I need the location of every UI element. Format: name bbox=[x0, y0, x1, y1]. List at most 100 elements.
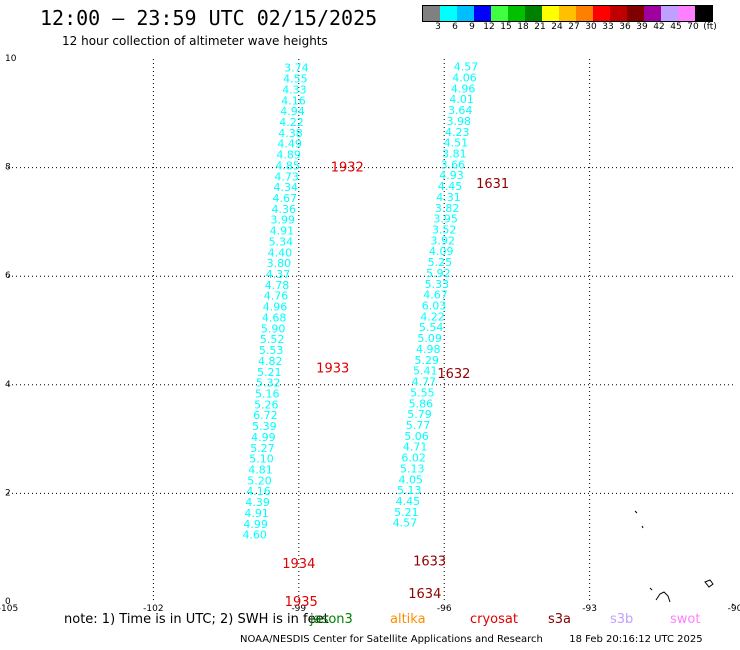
colorbar-swatch bbox=[542, 6, 559, 21]
colorbar-label: 15 bbox=[500, 22, 512, 32]
wave-height-value: 4.16 bbox=[246, 485, 271, 498]
x-tick-label: -99 bbox=[291, 604, 306, 614]
colorbar-label: 3 bbox=[435, 22, 441, 32]
wave-height-value: 5.16 bbox=[255, 387, 280, 400]
y-tick-label: 6 bbox=[5, 271, 11, 281]
wave-height-value: 5.10 bbox=[249, 453, 274, 466]
wave-height-value: 5.21 bbox=[394, 506, 419, 519]
wave-height-value: 5.27 bbox=[250, 442, 275, 455]
colorbar-swatch bbox=[491, 6, 508, 21]
wave-height-value: 4.55 bbox=[283, 73, 308, 86]
wave-height-value: 5.39 bbox=[252, 420, 277, 433]
x-tick-label: -93 bbox=[582, 604, 597, 614]
colorbar-label: 70 bbox=[687, 22, 699, 32]
wave-height-value: 5.54 bbox=[419, 321, 444, 334]
wave-height-value: 4.45 bbox=[396, 495, 421, 508]
satellite-tracks: 3.744.554.334.164.944.224.384.494.894.85… bbox=[242, 61, 478, 542]
pass-time-label: 1933 bbox=[316, 362, 349, 377]
wave-height-value: 5.26 bbox=[254, 398, 279, 411]
chart-subtitle: 12 hour collection of altimeter wave hei… bbox=[62, 34, 328, 48]
wave-height-value: 5.77 bbox=[406, 419, 431, 432]
wave-height-value: 4.38 bbox=[278, 127, 303, 140]
wave-height-value: 4.06 bbox=[452, 71, 477, 84]
wave-height-value: 4.78 bbox=[265, 279, 290, 292]
colorbar-label: 27 bbox=[568, 22, 580, 32]
wave-height-value: 4.71 bbox=[403, 441, 428, 454]
y-tick-label: 2 bbox=[5, 488, 11, 498]
wave-height-value: 4.49 bbox=[277, 138, 302, 151]
wave-height-value: 4.23 bbox=[445, 126, 470, 139]
wave-height-value: 5.13 bbox=[400, 462, 425, 475]
colorbar-label: (ft) bbox=[703, 22, 717, 32]
wave-height-value: 5.41 bbox=[413, 365, 438, 378]
colorbar-swatch bbox=[627, 6, 644, 21]
y-tick-label: 0 bbox=[5, 597, 11, 607]
colorbar-swatch bbox=[644, 6, 661, 21]
wave-height-value: 4.36 bbox=[272, 203, 297, 216]
wave-height-value: 3.66 bbox=[441, 158, 466, 171]
colorbar-swatch bbox=[423, 6, 440, 21]
wave-height-value: 4.01 bbox=[449, 93, 474, 106]
wave-height-value: 4.31 bbox=[436, 191, 461, 204]
wave-height-value: 4.51 bbox=[444, 137, 469, 150]
wave-height-value: 6.02 bbox=[401, 452, 426, 465]
x-tick-label: -96 bbox=[437, 604, 452, 614]
colorbar-swatch bbox=[695, 6, 712, 21]
wave-height-value: 4.99 bbox=[243, 518, 268, 531]
colorbar-label: 12 bbox=[483, 22, 495, 32]
y-tick-label: 4 bbox=[5, 380, 11, 390]
colorbar-label: 24 bbox=[551, 22, 563, 32]
wave-height-value: 4.16 bbox=[281, 94, 306, 107]
wave-height-value: 5.29 bbox=[415, 354, 440, 367]
wave-height-value: 4.81 bbox=[248, 464, 273, 477]
wave-height-value: 4.82 bbox=[258, 355, 283, 368]
credit-text: NOAA/NESDIS Center for Satellite Applica… bbox=[240, 634, 543, 645]
pass-time-label: 1631 bbox=[476, 177, 509, 192]
footer-credit: NOAA/NESDIS Center for Satellite Applica… bbox=[240, 634, 703, 645]
wave-height-value: 3.74 bbox=[284, 62, 309, 75]
wave-height-value: 5.53 bbox=[259, 344, 284, 357]
colorbar-label: 9 bbox=[469, 22, 475, 32]
pass-time-label: 1932 bbox=[331, 161, 364, 176]
wave-height-value: 4.99 bbox=[251, 431, 276, 444]
wave-height-value: 4.98 bbox=[416, 343, 441, 356]
wave-height-value: 4.73 bbox=[274, 170, 299, 183]
wave-height-value: 5.90 bbox=[261, 322, 286, 335]
wave-height-value: 4.09 bbox=[429, 245, 454, 258]
legend-item-s3a: s3a bbox=[548, 612, 572, 627]
colorbar-labels: 3 6 9 12 15 18 21 24 27 30 33 36 39 42 45 70 (ft) bbox=[422, 22, 740, 34]
x-tick-label: -90 bbox=[728, 604, 740, 614]
colorbar-swatch bbox=[525, 6, 542, 21]
colorbar-label: 30 bbox=[585, 22, 597, 32]
chart-title: 12:00 – 23:59 UTC 02/15/2025 bbox=[40, 6, 378, 30]
wave-height-value: 3.95 bbox=[433, 213, 458, 226]
wave-height-value: 5.21 bbox=[257, 366, 282, 379]
colorbar-label: 21 bbox=[534, 22, 546, 32]
wave-height-value: 5.55 bbox=[410, 386, 435, 399]
wave-height-value: 4.22 bbox=[279, 116, 304, 129]
wave-height-value: 5.32 bbox=[256, 377, 281, 390]
colorbar-label: 39 bbox=[636, 22, 648, 32]
wave-height-value: 4.05 bbox=[399, 473, 424, 486]
y-tick-label: 8 bbox=[5, 163, 11, 173]
wave-height-value: 4.96 bbox=[451, 82, 476, 95]
wave-height-value: 4.60 bbox=[242, 529, 267, 542]
colorbar-swatch bbox=[559, 6, 576, 21]
wave-height-value: 4.89 bbox=[276, 149, 301, 162]
colorbar-label: 42 bbox=[653, 22, 665, 32]
pass-time-label: 1632 bbox=[437, 367, 470, 382]
wave-height-value: 3.80 bbox=[267, 257, 292, 270]
colorbar-swatch bbox=[457, 6, 474, 21]
pass-time-label: 1935 bbox=[285, 595, 318, 610]
colorbar-swatch bbox=[508, 6, 525, 21]
colorbar-label: 6 bbox=[452, 22, 458, 32]
y-tick-label: 10 bbox=[5, 54, 17, 64]
wave-height-value: 4.67 bbox=[423, 289, 448, 302]
wave-height-value: 3.98 bbox=[446, 115, 471, 128]
colorbar-swatch bbox=[678, 6, 695, 21]
colorbar-swatch bbox=[576, 6, 593, 21]
wave-height-value: 5.20 bbox=[247, 474, 272, 487]
x-tick-label: -102 bbox=[143, 604, 163, 614]
wave-height-colorbar bbox=[422, 5, 713, 22]
